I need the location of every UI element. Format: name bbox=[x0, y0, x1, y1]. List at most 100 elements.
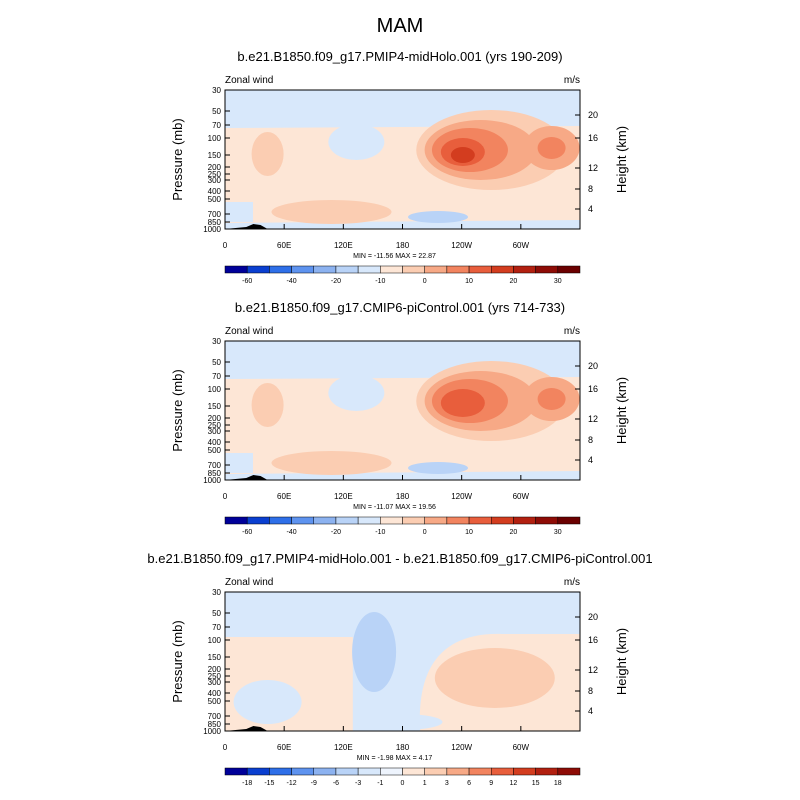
field-positive-east-core bbox=[434, 648, 555, 708]
pressure-tick-label: 300 bbox=[208, 427, 222, 436]
colorbar-box bbox=[491, 265, 514, 274]
colorbar-box bbox=[313, 265, 337, 274]
colorbar-box bbox=[513, 265, 536, 274]
figure-title: MAM bbox=[376, 15, 424, 37]
colorbar-box bbox=[269, 767, 292, 776]
panel-1: Zonal wind m/s305070100150200250300400500… bbox=[170, 75, 629, 285]
field-negative-west bbox=[233, 680, 302, 724]
colorbar-box bbox=[402, 516, 425, 525]
height-tick-label: 4 bbox=[588, 706, 593, 716]
colorbar-box bbox=[357, 265, 381, 274]
field-lower-negative bbox=[408, 462, 468, 474]
pressure-tick-label: 500 bbox=[208, 446, 222, 455]
field-surface-negative bbox=[225, 453, 253, 473]
pressure-tick-label: 300 bbox=[208, 678, 222, 687]
topography bbox=[225, 475, 268, 480]
height-axis-label: Height (km) bbox=[614, 377, 629, 444]
colorbar-label: -20 bbox=[331, 529, 341, 536]
pressure-tick-label: 400 bbox=[208, 187, 222, 196]
x-tick-label: 60E bbox=[277, 492, 291, 501]
height-tick-label: 8 bbox=[588, 184, 593, 194]
height-tick-label: 4 bbox=[588, 455, 593, 465]
x-tick-label: 120E bbox=[334, 492, 353, 501]
field-lower-positive bbox=[271, 200, 392, 224]
height-tick-label: 16 bbox=[588, 133, 598, 143]
pressure-tick-label: 250 bbox=[208, 170, 222, 179]
colorbar-box bbox=[335, 516, 359, 525]
pressure-tick-label: 1000 bbox=[203, 727, 221, 736]
colorbar-box bbox=[291, 516, 314, 525]
pressure-tick-label: 30 bbox=[212, 86, 221, 95]
x-tick-label: 60W bbox=[513, 743, 530, 752]
pressure-tick-label: 500 bbox=[208, 195, 222, 204]
colorbar-box bbox=[491, 767, 514, 776]
pressure-tick-label: 1000 bbox=[203, 476, 221, 485]
colorbar-box bbox=[468, 767, 492, 776]
colorbar-label: -12 bbox=[287, 780, 297, 787]
colorbar-box bbox=[535, 516, 559, 525]
colorbar-label: 6 bbox=[467, 780, 471, 787]
colorbar-box bbox=[513, 516, 536, 525]
x-tick-label: 0 bbox=[223, 743, 228, 752]
pressure-tick-label: 50 bbox=[212, 107, 221, 116]
height-axis-label: Height (km) bbox=[614, 628, 629, 695]
x-tick-label: 120W bbox=[451, 743, 472, 752]
x-tick-label: 180 bbox=[396, 743, 410, 752]
colorbar-box bbox=[424, 516, 448, 525]
jet-africa bbox=[251, 383, 284, 427]
pressure-tick-label: 850 bbox=[208, 218, 222, 227]
pressure-tick-label: 150 bbox=[208, 402, 222, 411]
x-tick-label: 120W bbox=[451, 241, 472, 250]
pressure-tick-label: 100 bbox=[208, 134, 222, 143]
height-axis-label: Height (km) bbox=[614, 126, 629, 193]
colorbar-label: -1 bbox=[377, 780, 383, 787]
min-max-label: MIN = -11.07 MAX = 19.56 bbox=[353, 504, 436, 511]
height-tick-label: 12 bbox=[588, 414, 598, 424]
field-negative-lower bbox=[362, 714, 443, 730]
pressure-tick-label: 70 bbox=[212, 372, 221, 381]
colorbar-label: -40 bbox=[287, 529, 297, 536]
panel-left-label: Zonal wind bbox=[225, 577, 273, 588]
colorbar-box bbox=[557, 767, 581, 776]
colorbar-label: 10 bbox=[465, 278, 473, 285]
pressure-axis-label: Pressure (mb) bbox=[170, 369, 185, 451]
field-negative-dateline bbox=[352, 612, 397, 692]
panel-field bbox=[225, 90, 580, 229]
colorbar-label: 10 bbox=[465, 529, 473, 536]
colorbar-box bbox=[424, 265, 448, 274]
colorbar-label: 18 bbox=[554, 780, 562, 787]
field-stratosphere bbox=[225, 90, 580, 104]
panel-right-label: m/s bbox=[564, 75, 580, 86]
jet-africa bbox=[251, 132, 284, 176]
min-max-label: MIN = -11.56 MAX = 22.87 bbox=[353, 253, 436, 260]
colorbar-box bbox=[269, 265, 292, 274]
colorbar-label: 0 bbox=[401, 780, 405, 787]
panel-1-title: b.e21.B1850.f09_g17.PMIP4-midHolo.001 (y… bbox=[237, 49, 563, 64]
panel-3-title: b.e21.B1850.f09_g17.PMIP4-midHolo.001 - … bbox=[147, 551, 653, 566]
colorbar-box bbox=[313, 767, 337, 776]
pressure-tick-label: 30 bbox=[212, 588, 221, 597]
colorbar-box bbox=[446, 516, 470, 525]
x-tick-label: 0 bbox=[223, 492, 228, 501]
panel-2-title: b.e21.B1850.f09_g17.CMIP6-piControl.001 … bbox=[234, 300, 566, 315]
pressure-tick-label: 150 bbox=[208, 653, 222, 662]
height-tick-label: 16 bbox=[588, 635, 598, 645]
pressure-tick-label: 300 bbox=[208, 176, 222, 185]
pressure-tick-label: 250 bbox=[208, 672, 222, 681]
colorbar-box bbox=[313, 516, 337, 525]
height-tick-label: 20 bbox=[588, 361, 598, 371]
field-lower-negative bbox=[408, 211, 468, 223]
topography bbox=[225, 224, 268, 229]
colorbar-box bbox=[468, 265, 492, 274]
colorbar-box bbox=[380, 767, 403, 776]
field-surface-negative bbox=[225, 202, 253, 222]
colorbar-box bbox=[446, 767, 470, 776]
colorbar-box bbox=[446, 265, 470, 274]
colorbar-label: 12 bbox=[510, 780, 518, 787]
min-max-label: MIN = -1.98 MAX = 4.17 bbox=[357, 755, 433, 762]
pressure-tick-label: 400 bbox=[208, 689, 222, 698]
colorbar-label: 20 bbox=[510, 529, 518, 536]
field-negative-blob bbox=[328, 124, 385, 160]
colorbar-box bbox=[380, 516, 403, 525]
